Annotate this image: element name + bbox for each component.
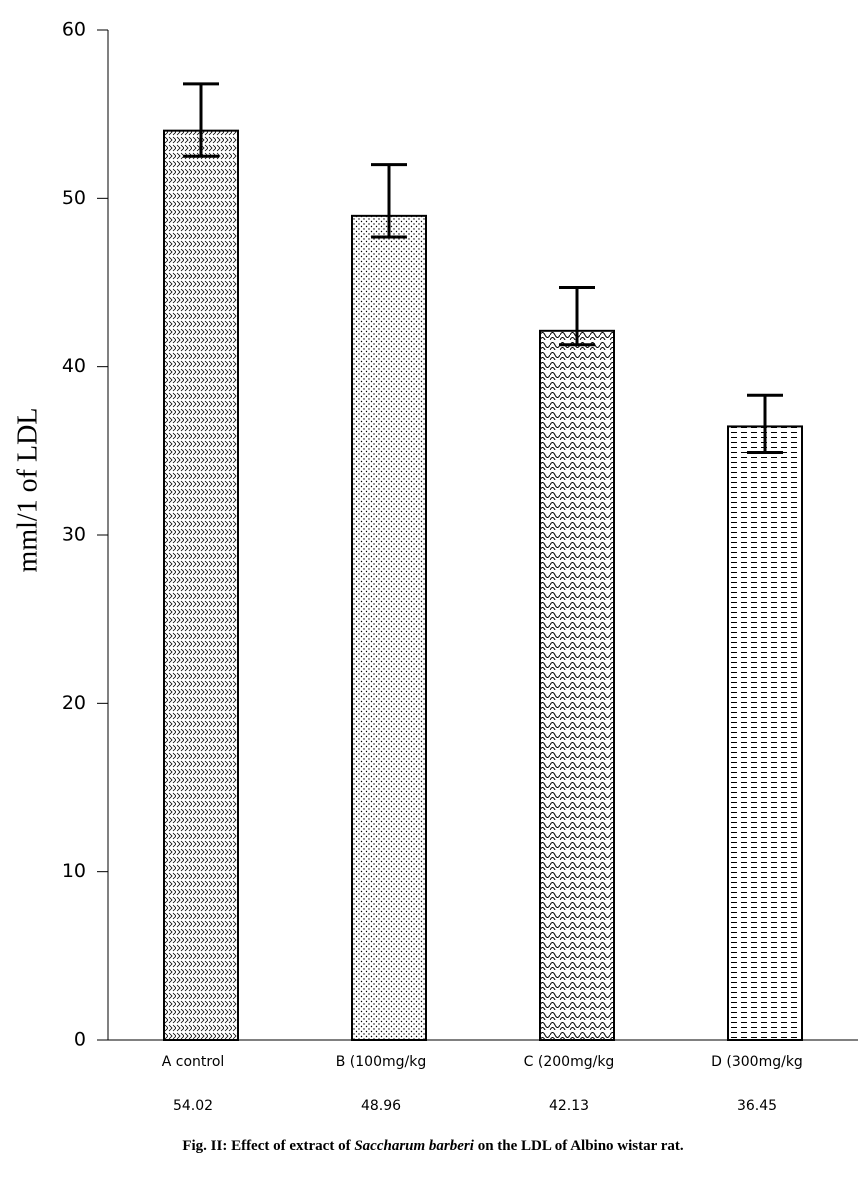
y-tick-label: 50 [62,187,86,209]
value-label: 48.96 [361,1098,401,1114]
y-tick-label: 0 [74,1029,86,1051]
caption-tail: on the LDL of Albino wistar rat. [473,1138,684,1154]
x-tick-label: C (200mg/kg [524,1054,615,1070]
y-tick-label: 40 [62,355,86,377]
x-tick-label: D (300mg/kg [711,1054,803,1070]
caption-species: Saccharum barberi [354,1138,474,1154]
error-bar [559,286,595,347]
y-tick-label: 60 [62,19,86,41]
y-tick-label: 20 [62,692,86,714]
bar [539,329,615,1042]
caption: Fig. II: Effect of extract of Saccharum … [0,1138,866,1155]
y-tick-label: 10 [62,860,86,882]
value-label: 36.45 [737,1098,777,1114]
bar [163,129,239,1041]
x-tick-label: A control [162,1054,225,1070]
value-label: 42.13 [549,1098,589,1114]
bar [351,214,427,1041]
y-axis-label: mml/1 of LDL [12,408,43,573]
x-tick-label: B (100mg/kg [336,1054,426,1070]
error-bar [183,82,219,158]
y-tick-label: 30 [62,524,86,546]
value-label: 54.02 [173,1098,213,1114]
chart: mml/1 of LDL 0 10 20 30 40 50 60 A control 54.02… [12,19,858,1114]
error-bar [747,393,783,455]
error-bar [371,163,407,239]
bar [727,425,803,1041]
caption-lead: Fig. II: Effect of extract of [182,1138,355,1154]
